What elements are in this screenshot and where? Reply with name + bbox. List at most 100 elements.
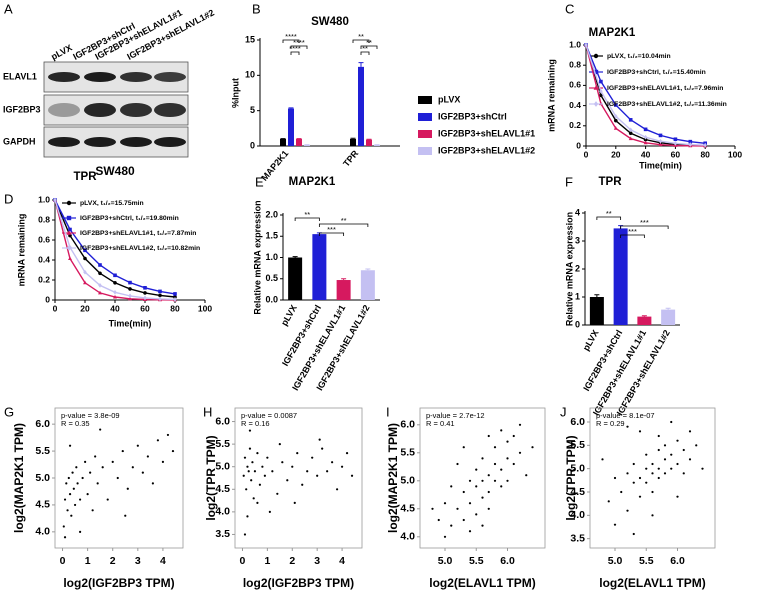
legend-label: pLVX, t₁/₂=15.75min	[80, 200, 144, 207]
y-tick-label: 5.0	[215, 460, 230, 472]
significance-label: **	[362, 44, 368, 53]
x-tick-label: 5.0	[608, 555, 623, 567]
data-point	[628, 131, 633, 136]
data-point	[171, 449, 175, 453]
y-tick-label: 6.0	[570, 416, 585, 428]
data-point	[301, 483, 304, 486]
bar	[661, 309, 676, 325]
significance-bracket	[318, 223, 369, 227]
data-point	[98, 283, 102, 288]
bar	[350, 138, 356, 146]
blot-band	[48, 137, 80, 147]
significance-bracket	[318, 232, 345, 236]
x-tick-label: 4	[160, 555, 166, 567]
data-point	[83, 269, 87, 275]
x-tick-label: 20	[80, 303, 90, 313]
data-point	[695, 444, 698, 447]
data-point	[316, 474, 319, 477]
data-point	[68, 256, 72, 261]
blot-band	[154, 137, 186, 147]
data-point	[83, 280, 87, 285]
legend-marker	[66, 230, 72, 235]
data-point	[638, 430, 642, 433]
data-point	[481, 524, 484, 527]
data-point	[651, 462, 654, 466]
data-point	[657, 434, 660, 438]
data-point	[121, 449, 124, 453]
data-point	[91, 509, 94, 512]
y-tick-label: 0.5	[265, 273, 278, 283]
data-point	[251, 461, 254, 464]
data-point	[268, 510, 271, 513]
data-point	[252, 497, 255, 500]
data-point	[293, 501, 296, 504]
bar	[374, 144, 380, 146]
data-point	[626, 472, 629, 475]
plot-frame	[419, 407, 546, 549]
data-point	[703, 142, 707, 148]
y-tick-label: 2	[575, 263, 580, 273]
data-point	[173, 297, 177, 302]
data-point	[462, 518, 465, 522]
data-point	[525, 474, 528, 477]
significance-bracket	[620, 225, 669, 229]
data-point	[658, 133, 663, 138]
data-point	[128, 293, 132, 299]
y-axis-label: Relative mRNA expression	[252, 200, 262, 314]
data-point	[487, 507, 490, 510]
bar	[280, 138, 286, 146]
y-tick-label: 1.0	[265, 252, 278, 262]
bar	[336, 280, 351, 300]
data-point	[75, 466, 78, 469]
data-point	[256, 501, 259, 504]
data-point	[78, 530, 82, 533]
bar	[288, 108, 294, 146]
data-point	[450, 485, 453, 488]
y-tick-label: 15	[245, 34, 255, 44]
data-point	[321, 447, 324, 450]
data-point	[161, 460, 165, 463]
legend-swatch	[418, 147, 432, 155]
data-point	[151, 482, 154, 485]
data-point	[599, 88, 603, 94]
significance-bracket	[352, 39, 370, 43]
legend-marker	[593, 53, 599, 59]
significance-bracket	[360, 51, 370, 55]
significance-label: **	[341, 216, 347, 225]
lane-label: pLVX	[49, 43, 73, 62]
y-axis-label: %Input	[230, 78, 240, 108]
stat-label: R = 0.35	[61, 419, 90, 428]
legend-marker	[66, 215, 72, 221]
chart-title: MAP2K1	[289, 176, 336, 188]
data-point	[331, 461, 334, 464]
data-point	[663, 444, 667, 447]
data-point	[62, 525, 65, 528]
data-point	[462, 446, 465, 449]
y-tick-label: 3.5	[570, 532, 585, 544]
data-point	[128, 296, 132, 301]
data-point	[70, 514, 73, 517]
data-point	[614, 113, 618, 119]
chart-title: TPR	[74, 171, 98, 183]
legend-swatch	[418, 130, 432, 138]
data-point	[481, 457, 484, 460]
x-tick-label: 80	[700, 149, 710, 159]
data-point	[281, 461, 284, 464]
y-tick-label: 4.0	[400, 531, 415, 543]
data-point	[431, 507, 434, 510]
y-axis-label: mRNA remaining	[16, 214, 26, 287]
data-point	[658, 138, 663, 144]
data-point	[688, 139, 693, 144]
legend-label: pLVX, t₁/₂=10.04min	[607, 53, 671, 60]
legend-label: IGF2BP3+shELAVL1#2	[438, 145, 535, 155]
data-point	[643, 134, 648, 140]
bar	[296, 138, 302, 146]
data-point	[243, 456, 247, 459]
x-tick-label: MAP2K1	[259, 148, 290, 182]
data-point	[670, 467, 673, 470]
significance-bracket	[294, 217, 320, 221]
y-tick-label: 1.0	[38, 194, 50, 204]
row-label: IGF2BP3	[3, 104, 41, 114]
y-tick-label: 5.0	[400, 475, 415, 487]
data-point	[143, 291, 147, 295]
